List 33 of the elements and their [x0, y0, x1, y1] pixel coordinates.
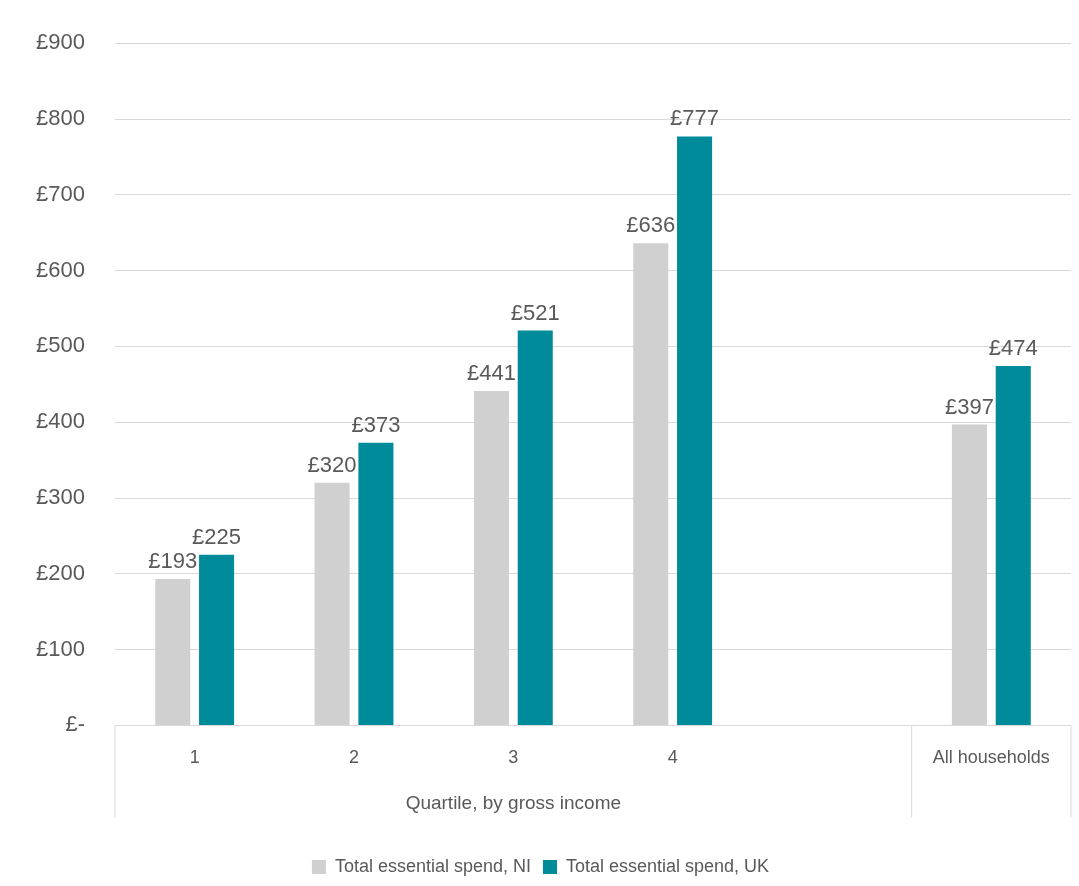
bar	[995, 366, 1031, 725]
x-tick-label: 4	[667, 747, 678, 768]
x-tick-label: 3	[508, 747, 519, 768]
y-tick-label: £800	[36, 105, 85, 131]
y-tick-label: £300	[36, 484, 85, 510]
text: Quartile, by gross income	[405, 791, 622, 813]
y-tick-label: £500	[36, 332, 85, 358]
y-tick-label: £600	[36, 256, 85, 282]
y-tick-label: £700	[36, 180, 85, 206]
x-tick-label: 1	[189, 747, 200, 768]
data-label: £777	[670, 105, 720, 131]
y-tick-label: £400	[36, 408, 85, 434]
bar	[677, 136, 713, 725]
y-tick-label: £-	[65, 711, 85, 737]
data-label: £320	[307, 451, 357, 477]
data-label: £373	[351, 411, 401, 437]
legend-label: Total essential spend, UK	[566, 855, 770, 876]
y-tick-label: £100	[36, 635, 85, 661]
data-label: £474	[988, 335, 1038, 361]
bar	[517, 330, 553, 725]
data-label: £397	[944, 393, 994, 419]
data-label: £225	[192, 523, 242, 549]
bar	[358, 442, 394, 725]
bar	[199, 554, 235, 725]
y-tick-label: £200	[36, 559, 85, 585]
x-tick-label: 2	[348, 747, 360, 768]
data-label: £441	[466, 360, 516, 386]
data-label: £636	[626, 212, 676, 238]
data-label: £193	[148, 548, 198, 574]
data-label: £521	[510, 299, 560, 325]
legend-label: Total essential spend, NI	[334, 855, 532, 876]
x-tick-label: All households	[932, 747, 1050, 768]
y-tick-label: £900	[36, 29, 85, 55]
